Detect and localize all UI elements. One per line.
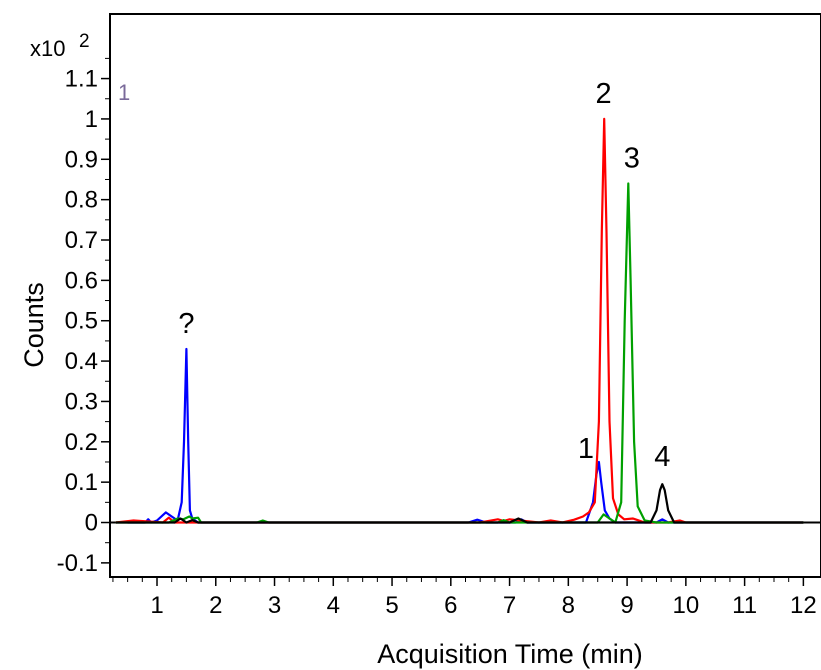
- x-tick-label: 3: [268, 592, 281, 619]
- y-axis: -0.1 0 0.1 0.2 0.3 0.4 0.5 0.6 0.7 0.8 0.9 1 1.1: [57, 57, 110, 577]
- series-trace-3: [115, 182, 804, 524]
- y-multiplier-label: x10: [30, 36, 65, 61]
- x-axis-title: Acquisition Time (min): [377, 639, 643, 669]
- y-tick-label: 0.2: [65, 429, 98, 456]
- y-multiplier-exponent: 2: [79, 31, 90, 52]
- peak-label: 1: [578, 433, 594, 465]
- y-tick-label: 0.7: [65, 227, 98, 254]
- peak-label: 2: [596, 78, 612, 110]
- x-tick-label: 4: [327, 592, 340, 619]
- x-tick-label: 11: [732, 592, 757, 619]
- y-tick-label: 0.1: [65, 469, 98, 496]
- y-axis-title: Counts: [19, 282, 49, 368]
- x-tick-label: 10: [672, 592, 699, 619]
- y-tick-label: 1: [85, 106, 98, 133]
- y-tick-label: 0.5: [65, 308, 98, 335]
- y-tick-label: 0.3: [65, 388, 98, 415]
- x-tick-label: 2: [209, 592, 222, 619]
- peak-annotations: ? 1 23 4: [178, 78, 670, 473]
- x-tick-label: 6: [444, 592, 457, 619]
- x-axis: 1 2 3 4 5 6 7 8 9 10 11 12: [112, 577, 817, 619]
- series-trace-1: [127, 347, 804, 524]
- y-tick-label: 0.6: [65, 267, 98, 294]
- y-tick-label: 0.8: [65, 187, 98, 214]
- peak-label: 4: [654, 441, 670, 473]
- y-tick-label: 0.4: [65, 348, 98, 375]
- x-tick-label: 8: [562, 592, 575, 619]
- y-tick-label: 1.1: [65, 66, 98, 93]
- x-tick-label: 9: [620, 592, 633, 619]
- y-tick-label: -0.1: [57, 550, 98, 577]
- peak-label: ?: [178, 308, 194, 340]
- plot-frame: [109, 13, 821, 578]
- peak-label: 3: [624, 142, 640, 174]
- x-tick-label: 7: [503, 592, 516, 619]
- series-trace-4: [115, 483, 804, 524]
- x-tick-label: 5: [385, 592, 398, 619]
- series-layer: [115, 117, 804, 524]
- x-tick-label: 12: [790, 592, 817, 619]
- corner-label: 1: [118, 80, 130, 105]
- series-trace-2: [115, 117, 804, 524]
- y-tick-label: 0.9: [65, 146, 98, 173]
- y-tick-label: 0: [85, 510, 98, 537]
- x-tick-label: 1: [150, 592, 163, 619]
